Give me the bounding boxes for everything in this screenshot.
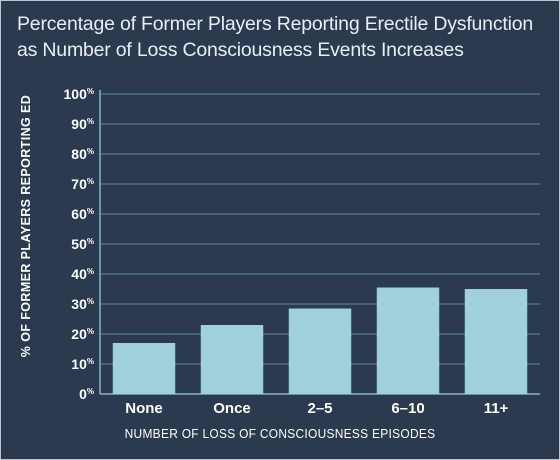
x-tick-label-once: Once [213,400,251,417]
chart-title-line-1: Percentage of Former Players Reporting E… [17,13,534,35]
y-tick-label-80: 80% [71,146,94,162]
y-tick-label-50: 50% [71,236,94,252]
y-axis-label: % OF FORMER PLAYERS REPORTING ED [19,94,33,358]
y-tick-label-10: 10% [71,356,94,372]
bar-none [112,343,176,394]
y-tick-label-20: 20% [71,326,94,342]
chart-title: Percentage of Former Players Reporting E… [17,11,547,63]
y-tick-label-90: 90% [71,116,94,132]
y-tick-label-30: 30% [71,296,94,312]
x-tick-label-2-5: 2–5 [307,400,332,417]
x-tick-label-11: 11+ [484,400,509,417]
x-tick-label-6-10: 6–10 [391,400,424,417]
y-tick-label-0: 0% [79,386,94,402]
bar-6-10 [376,287,440,394]
y-tick-label-70: 70% [71,176,94,192]
chart-title-line-2: as Number of Loss Consciousness Events I… [17,39,464,61]
x-axis-label: NUMBER OF LOSS OF CONSCIOUSNESS EPISODES [124,426,436,441]
y-tick-label-40: 40% [71,266,94,282]
y-tick-label-60: 60% [71,206,94,222]
bar-11 [464,289,528,394]
bar-once [200,325,264,394]
y-tick-label-100: 100% [64,86,94,102]
bar-2-5 [288,308,352,394]
x-tick-label-none: None [125,400,163,417]
